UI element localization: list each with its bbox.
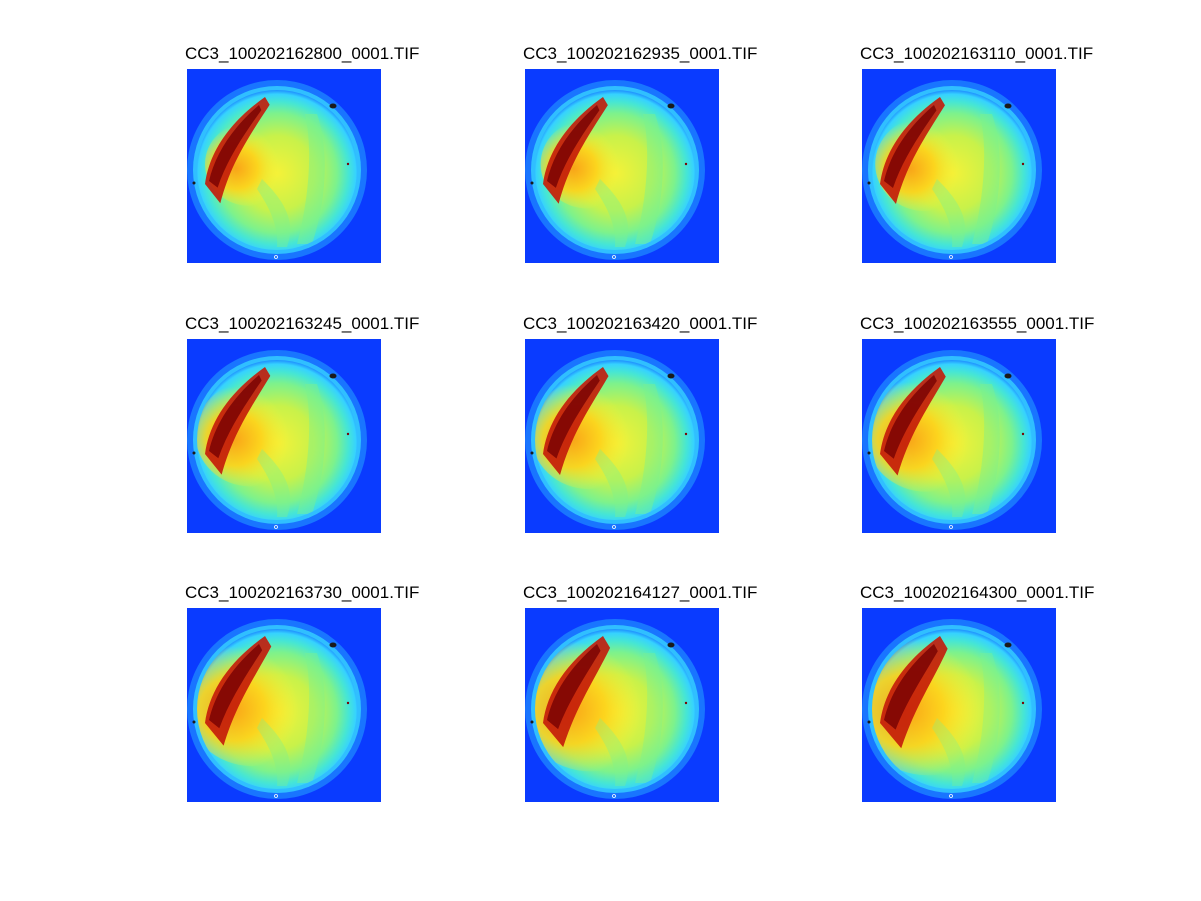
sensor-marker (949, 255, 953, 259)
cloud-gap-streak (595, 449, 629, 517)
cloud-gap-streak (257, 449, 291, 517)
sensor-dark-spot (667, 373, 675, 379)
cloud-gap-streak (972, 653, 1000, 783)
sky-image (187, 339, 381, 533)
sky-image (525, 69, 719, 263)
sensor-marker (274, 525, 278, 529)
cloud-gap-streak (932, 179, 966, 247)
subplot-1: CC3_100202162800_0001.TIF (185, 43, 419, 263)
cloud-dense-core (547, 644, 601, 730)
cloud-gap-streak (297, 114, 325, 244)
sensor-hot-pixel (346, 162, 350, 166)
subplot-2: CC3_100202162935_0001.TIF (523, 43, 757, 263)
sensor-marker (612, 255, 616, 259)
sensor-hot-pixel (684, 701, 688, 705)
sensor-dark-spot (329, 103, 337, 109)
sensor-dark-spot (867, 181, 871, 185)
sky-image (862, 608, 1056, 802)
subplot-title: CC3_100202163110_0001.TIF (860, 44, 1094, 63)
cloud-gap-streak (595, 179, 629, 247)
sensor-dark-spot (867, 720, 871, 724)
cloud-gap-streak (297, 653, 325, 783)
cloud-gap-streak (635, 653, 663, 783)
sensor-hot-pixel (684, 432, 688, 436)
cloud-gap-streak (972, 384, 1000, 514)
sensor-marker (949, 525, 953, 529)
subplot-8: CC3_100202164127_0001.TIF (523, 582, 757, 802)
cloud-gap-streak (635, 114, 663, 244)
subplot-3: CC3_100202163110_0001.TIF (860, 43, 1093, 263)
sensor-dark-spot (1004, 642, 1012, 648)
cloud-gap-streak (595, 718, 629, 786)
subplot-6: CC3_100202163555_0001.TIF (860, 313, 1094, 533)
sensor-dark-spot (192, 181, 196, 185)
cloud-gap-streak (932, 449, 966, 517)
subplot-4: CC3_100202163245_0001.TIF (185, 313, 419, 533)
sensor-dark-spot (192, 720, 196, 724)
sensor-dark-spot (1004, 373, 1012, 379)
cloud-gap-streak (257, 718, 291, 786)
sensor-marker (274, 794, 278, 798)
cloud-gap-streak (635, 384, 663, 514)
subplot-5: CC3_100202163420_0001.TIF (523, 313, 757, 533)
sensor-hot-pixel (1021, 701, 1025, 705)
subplot-title: CC3_100202163730_0001.TIF (185, 583, 420, 602)
sensor-dark-spot (530, 451, 534, 455)
cloud-dense-core (884, 644, 938, 730)
subplot-9: CC3_100202164300_0001.TIF (860, 582, 1094, 802)
cloud-bright-region (872, 630, 1005, 776)
sky-image (862, 69, 1056, 263)
sensor-dark-spot (329, 642, 337, 648)
sensor-marker (612, 525, 616, 529)
subplot-title: CC3_100202163420_0001.TIF (523, 314, 758, 333)
subplot-7: CC3_100202163730_0001.TIF (185, 582, 419, 802)
cloud-gap-streak (297, 384, 325, 514)
cloud-dense-core (209, 375, 262, 459)
sky-image (525, 608, 719, 802)
subplot-title: CC3_100202164300_0001.TIF (860, 583, 1095, 602)
cloud-dense-core (547, 105, 600, 188)
sensor-marker (949, 794, 953, 798)
subplot-title: CC3_100202163245_0001.TIF (185, 314, 420, 333)
cloud-dense-core (547, 375, 600, 459)
subplot-title: CC3_100202162935_0001.TIF (523, 44, 758, 63)
sensor-hot-pixel (1021, 432, 1025, 436)
sensor-dark-spot (867, 451, 871, 455)
subplot-title: CC3_100202162800_0001.TIF (185, 44, 420, 63)
sensor-marker (612, 794, 616, 798)
cloud-dense-core (884, 375, 937, 459)
sensor-dark-spot (530, 720, 534, 724)
sensor-dark-spot (1004, 103, 1012, 109)
sensor-marker (274, 255, 278, 259)
cloud-gap-streak (932, 718, 966, 786)
cloud-dense-core (209, 105, 262, 188)
sensor-hot-pixel (346, 432, 350, 436)
sensor-hot-pixel (684, 162, 688, 166)
subplot-title: CC3_100202163555_0001.TIF (860, 314, 1095, 333)
sensor-dark-spot (667, 642, 675, 648)
cloud-dense-core (884, 105, 937, 188)
sky-image (862, 339, 1056, 533)
subplot-title: CC3_100202164127_0001.TIF (523, 583, 758, 602)
sensor-dark-spot (329, 373, 337, 379)
sensor-hot-pixel (346, 701, 350, 705)
cloud-gap-streak (972, 114, 1000, 244)
sky-image (187, 69, 381, 263)
sky-image (525, 339, 719, 533)
sensor-dark-spot (192, 451, 196, 455)
cloud-gap-streak (257, 179, 291, 247)
sky-image (187, 608, 381, 802)
sensor-dark-spot (667, 103, 675, 109)
sensor-hot-pixel (1021, 162, 1025, 166)
cloud-dense-core (209, 644, 263, 729)
sensor-dark-spot (530, 181, 534, 185)
